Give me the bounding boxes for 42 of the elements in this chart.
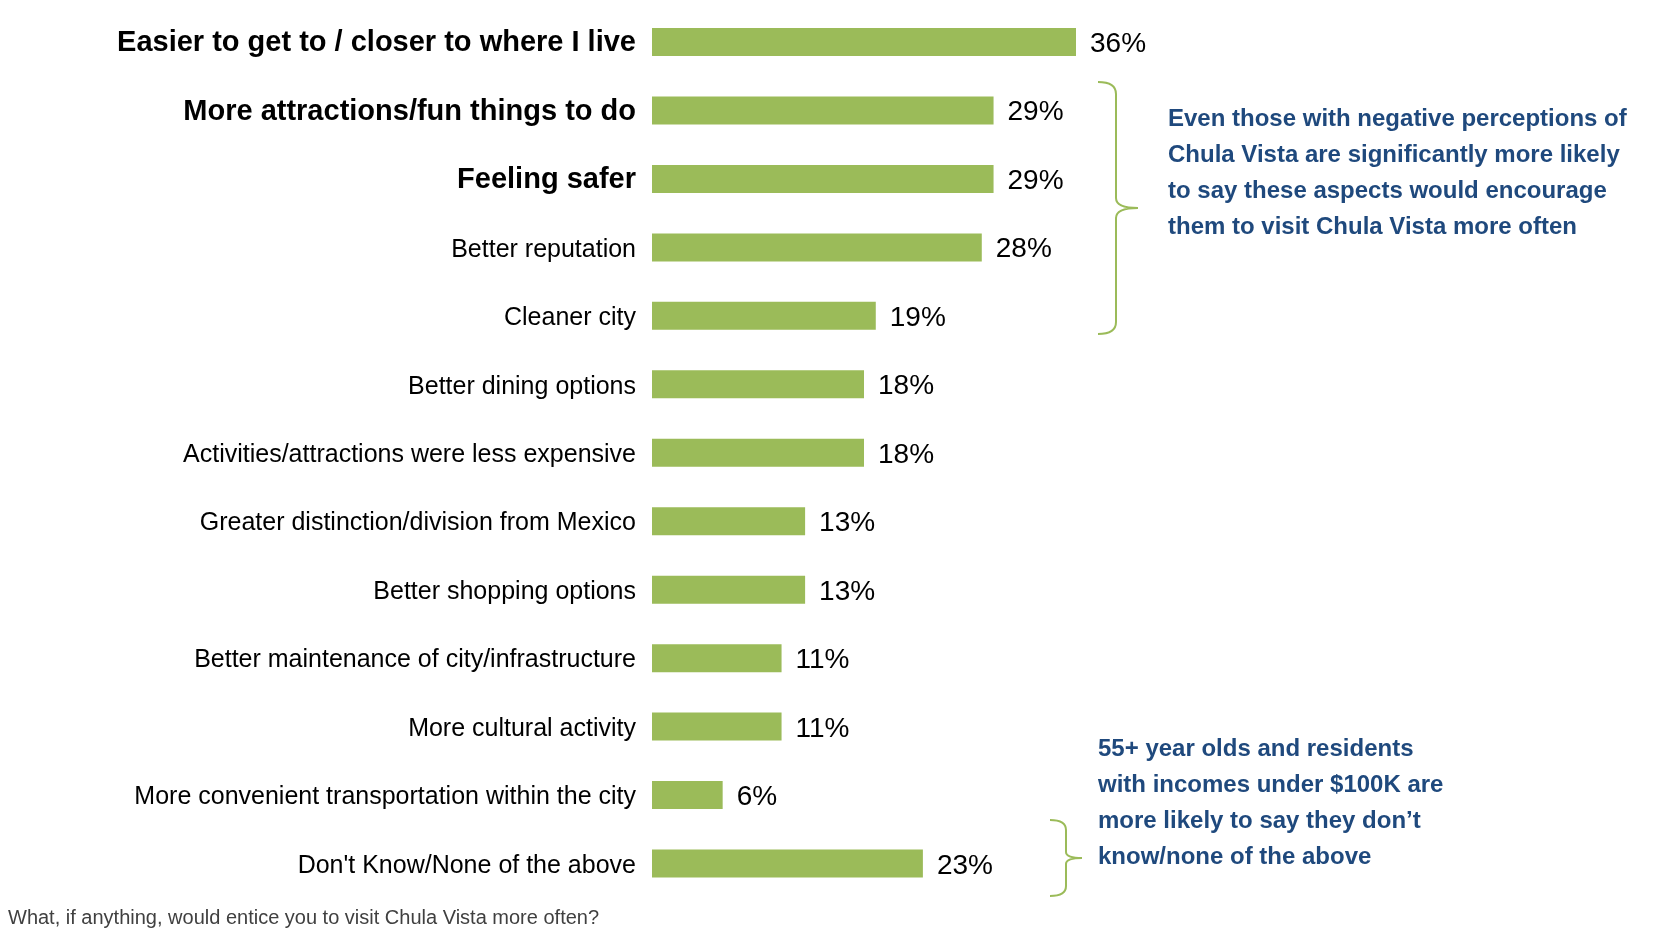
y-tick-label: More attractions/fun things to do (183, 93, 636, 126)
bar (652, 301, 876, 330)
y-tick-label: More convenient transportation within the city (134, 781, 637, 810)
data-label: 13% (819, 506, 876, 538)
y-tick-label: Better dining options (408, 370, 636, 399)
y-tick-label: Activities/attractions were less expensive (183, 439, 636, 467)
data-label: 23% (936, 848, 993, 880)
data-label: 19% (889, 300, 946, 332)
y-tick-label: Better maintenance of city/infrastructure (194, 644, 636, 673)
y-tick-label: Cleaner city (504, 302, 637, 331)
bar (652, 712, 782, 741)
text: Even those with negative perceptions of Chula Vista are significantly more likely to say these aspects would encourage them to visit Chula Vista more often (1168, 103, 1628, 241)
y-tick-label: Greater distinction/division from Mexico (199, 507, 636, 536)
y-tick-label: Better shopping options (373, 575, 636, 604)
bar (652, 370, 864, 399)
y-tick-label: Better reputation (451, 233, 636, 262)
bar (652, 644, 782, 673)
bar (652, 164, 994, 193)
y-tick-label: More cultural activity (408, 712, 637, 741)
y-tick-label: Feeling safer (457, 162, 636, 195)
text: 55+ year olds and residents with incomes under $100K are more likely to say they don’t know/none of the above (1098, 733, 1445, 871)
bar (652, 849, 923, 878)
data-label: 11% (795, 643, 850, 675)
data-label: 13% (819, 574, 876, 606)
bar (652, 28, 1076, 56)
data-label: 28% (995, 232, 1052, 264)
bar (652, 781, 723, 810)
y-tick-label: Don't Know/None of the above (297, 849, 636, 878)
data-label: 29% (1007, 163, 1064, 195)
data-label: 36% (1090, 27, 1147, 58)
data-label: 18% (878, 369, 935, 401)
bar (652, 233, 982, 262)
bar (652, 575, 806, 604)
bar (652, 96, 994, 125)
data-label: 11% (795, 711, 850, 743)
y-tick-label: Easier to get to / closer to where I live (117, 25, 636, 58)
bar (652, 507, 806, 536)
data-label: 18% (878, 437, 935, 469)
bar (652, 438, 864, 467)
data-label: 29% (1007, 95, 1064, 127)
data-label: 6% (736, 780, 778, 812)
text: What, if anything, would entice you to visit Chula Vista more often? (8, 906, 600, 929)
